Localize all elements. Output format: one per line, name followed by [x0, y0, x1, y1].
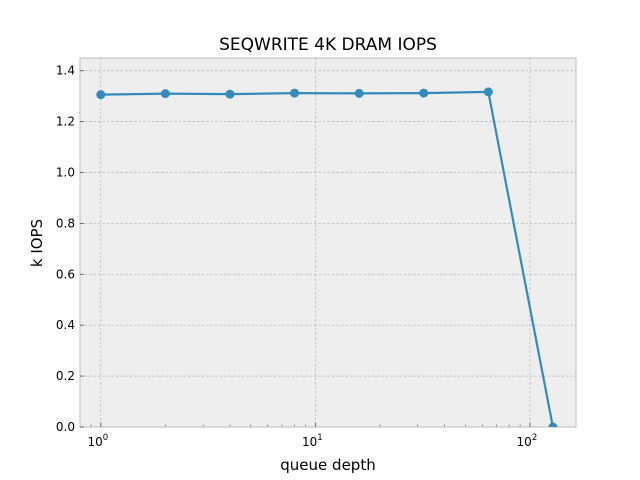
data-point	[160, 89, 170, 99]
y-tick-label: 0.8	[56, 216, 75, 230]
x-tick-label: 100	[87, 433, 108, 449]
y-tick-label: 1.2	[56, 115, 75, 129]
y-tick-label: 0.2	[56, 369, 75, 383]
x-tick-label: 101	[302, 433, 323, 449]
x-tick-label-base: 10	[517, 435, 532, 449]
chart-title: SEQWRITE 4K DRAM IOPS	[219, 35, 437, 55]
y-axis-ticks: 0.0 0.2 0.4 0.6 0.8 1.0 1.2 1.4	[56, 64, 84, 434]
y-tick-label: 1.4	[56, 64, 75, 78]
x-tick-label-exponent: 2	[532, 433, 537, 443]
y-tick-label: 1.0	[56, 166, 75, 180]
data-point	[354, 88, 364, 98]
data-point	[96, 90, 106, 100]
x-tick-label: 102	[517, 433, 538, 449]
data-point	[419, 88, 429, 98]
y-tick-label: 0.6	[56, 267, 75, 281]
x-tick-label-base: 10	[302, 435, 317, 449]
data-point	[290, 88, 300, 98]
x-tick-label-base: 10	[87, 435, 102, 449]
series-line	[100, 90, 554, 427]
x-tick-label-exponent: 1	[317, 433, 322, 443]
grid-lines	[80, 58, 576, 427]
plot-frame	[79, 57, 577, 428]
y-axis-label: k IOPS	[28, 219, 46, 267]
series-layer	[96, 87, 558, 427]
data-point	[548, 422, 558, 427]
data-point	[225, 89, 235, 99]
x-axis-label: queue depth	[280, 456, 375, 474]
data-point	[483, 87, 493, 97]
x-axis-ticks: 100 101 102	[87, 422, 538, 449]
plot-area	[80, 58, 576, 427]
x-tick-label-exponent: 0	[103, 433, 108, 443]
y-tick-label: 0.0	[56, 420, 75, 434]
y-tick-label: 0.4	[56, 318, 75, 332]
